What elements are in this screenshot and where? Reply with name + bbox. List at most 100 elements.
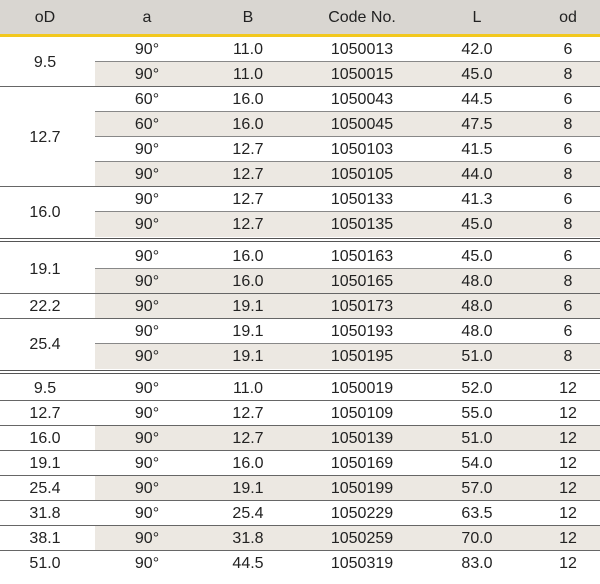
cell: 70.0 (461, 530, 493, 547)
row-shade (95, 62, 600, 87)
cell: 6 (563, 248, 573, 265)
cell: 12 (559, 505, 577, 522)
cell: 1050045 (330, 116, 394, 133)
cell: 90° (134, 216, 160, 233)
cell: 19.1 (232, 323, 264, 340)
cell: 60° (134, 91, 160, 108)
section-rule (0, 241, 600, 242)
cell: 6 (563, 91, 573, 108)
od-cell: 25.4 (29, 480, 61, 497)
cell: 90° (134, 530, 160, 547)
cell: 16.0 (232, 248, 264, 265)
cell: 90° (134, 191, 160, 208)
group-rule (0, 400, 600, 401)
cell: 1050015 (330, 66, 394, 83)
row-shade (95, 162, 600, 187)
cell: 12.7 (232, 191, 264, 208)
od-cell: 51.0 (29, 555, 61, 572)
cell: 47.5 (461, 116, 493, 133)
cell: 51.0 (461, 430, 493, 447)
od-cell: 16.0 (29, 203, 61, 221)
group-rule (0, 500, 600, 501)
od-cell: 12.7 (29, 405, 61, 422)
row-rule (95, 211, 600, 212)
row-shade (95, 212, 600, 237)
row-shade (95, 269, 600, 294)
cell: 57.0 (461, 480, 493, 497)
group-rule (0, 293, 600, 294)
cell: 19.1 (232, 348, 264, 365)
cell: 63.5 (461, 505, 493, 522)
cell: 6 (563, 323, 573, 340)
od-cell: 16.0 (29, 430, 61, 447)
cell: 1050165 (330, 273, 394, 290)
row-shade (95, 294, 600, 319)
cell: 31.8 (232, 530, 264, 547)
cell: 8 (563, 273, 573, 290)
cell: 1050259 (330, 530, 394, 547)
cell: 48.0 (461, 273, 493, 290)
cell: 90° (134, 380, 160, 397)
header-cell: L (472, 9, 482, 26)
cell: 16.0 (232, 455, 264, 472)
cell: 90° (134, 555, 160, 572)
cell: 12 (559, 555, 577, 572)
cell: 12.7 (232, 216, 264, 233)
cell: 16.0 (232, 91, 264, 108)
cell: 90° (134, 455, 160, 472)
section-rule (0, 373, 600, 374)
group-rule (0, 475, 600, 476)
cell: 52.0 (461, 380, 493, 397)
header-cell: od (559, 9, 577, 26)
od-cell: 19.1 (29, 455, 61, 472)
cell: 90° (134, 166, 160, 183)
header-bar (0, 0, 600, 34)
cell: 12 (559, 380, 577, 397)
section-rule (0, 370, 600, 371)
cell: 8 (563, 166, 573, 183)
cell: 55.0 (461, 405, 493, 422)
cell: 1050169 (330, 455, 394, 472)
row-rule (95, 111, 600, 112)
cell: 90° (134, 298, 160, 315)
cell: 90° (134, 480, 160, 497)
cell: 90° (134, 41, 160, 58)
row-rule (95, 161, 600, 162)
cell: 12 (559, 530, 577, 547)
cell: 83.0 (461, 555, 493, 572)
cell: 25.4 (232, 505, 264, 522)
cell: 51.0 (461, 348, 493, 365)
group-rule (0, 450, 600, 451)
od-cell: 12.7 (29, 128, 61, 146)
cell: 1050013 (330, 41, 394, 58)
cell: 1050319 (330, 555, 394, 572)
cell: 90° (134, 273, 160, 290)
od-cell: 22.2 (29, 298, 61, 315)
cell: 45.0 (461, 248, 493, 265)
cell: 45.0 (461, 216, 493, 233)
cell: 90° (134, 66, 160, 83)
od-cell: 19.1 (29, 260, 61, 278)
cell: 60° (134, 116, 160, 133)
cell: 1050195 (330, 348, 394, 365)
cell: 8 (563, 216, 573, 233)
cell: 44.0 (461, 166, 493, 183)
cell: 90° (134, 323, 160, 340)
group-rule (0, 186, 600, 187)
row-shade (95, 344, 600, 369)
header-cell: B (242, 9, 254, 26)
cell: 1050109 (330, 405, 394, 422)
header-cell: Code No. (328, 9, 396, 26)
cell: 6 (563, 191, 573, 208)
group-rule (0, 86, 600, 87)
cell: 90° (134, 430, 160, 447)
row-rule (95, 136, 600, 137)
cell: 12 (559, 430, 577, 447)
od-cell: 38.1 (29, 530, 61, 547)
section-rule (0, 238, 600, 239)
cell: 1050133 (330, 191, 394, 208)
cell: 16.0 (232, 273, 264, 290)
cell: 12 (559, 405, 577, 422)
group-rule (0, 525, 600, 526)
cell: 90° (134, 248, 160, 265)
